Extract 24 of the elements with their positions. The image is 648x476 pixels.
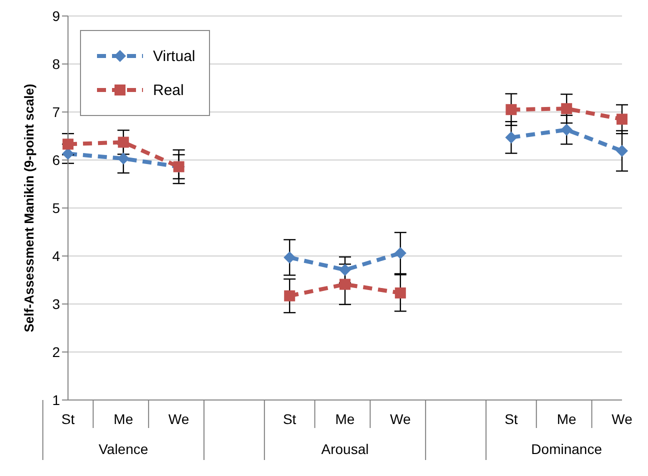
x-tick-label: We	[612, 411, 633, 427]
x-tick-label: We	[390, 411, 411, 427]
y-axis-title: Self-Assessment Manikin (9-point scale)	[22, 84, 37, 332]
text: Dominance	[531, 441, 602, 457]
y-tick-label: 1	[52, 392, 60, 408]
y-tick-label: 5	[52, 200, 60, 216]
x-tick-label: Me	[114, 411, 134, 427]
legend-label: Real	[153, 82, 184, 98]
x-tick-label: St	[504, 411, 518, 427]
text: Arousal	[321, 441, 369, 457]
x-tick-label: Me	[335, 411, 355, 427]
y-tick-label: 2	[52, 344, 60, 360]
legend-label: Virtual	[153, 48, 196, 64]
y-tick-label: 9	[52, 8, 60, 24]
y-tick-label: 8	[52, 56, 60, 72]
y-tick-label: 4	[52, 248, 60, 264]
x-tick-label: St	[61, 411, 75, 427]
text: Valence	[98, 441, 148, 457]
y-tick-label: 3	[52, 296, 60, 312]
y-tick-label: 7	[52, 104, 60, 120]
x-tick-label: We	[168, 411, 190, 427]
y-tick-label: 6	[52, 152, 60, 168]
x-tick-label: St	[282, 411, 296, 427]
x-tick-label: Me	[556, 411, 577, 427]
